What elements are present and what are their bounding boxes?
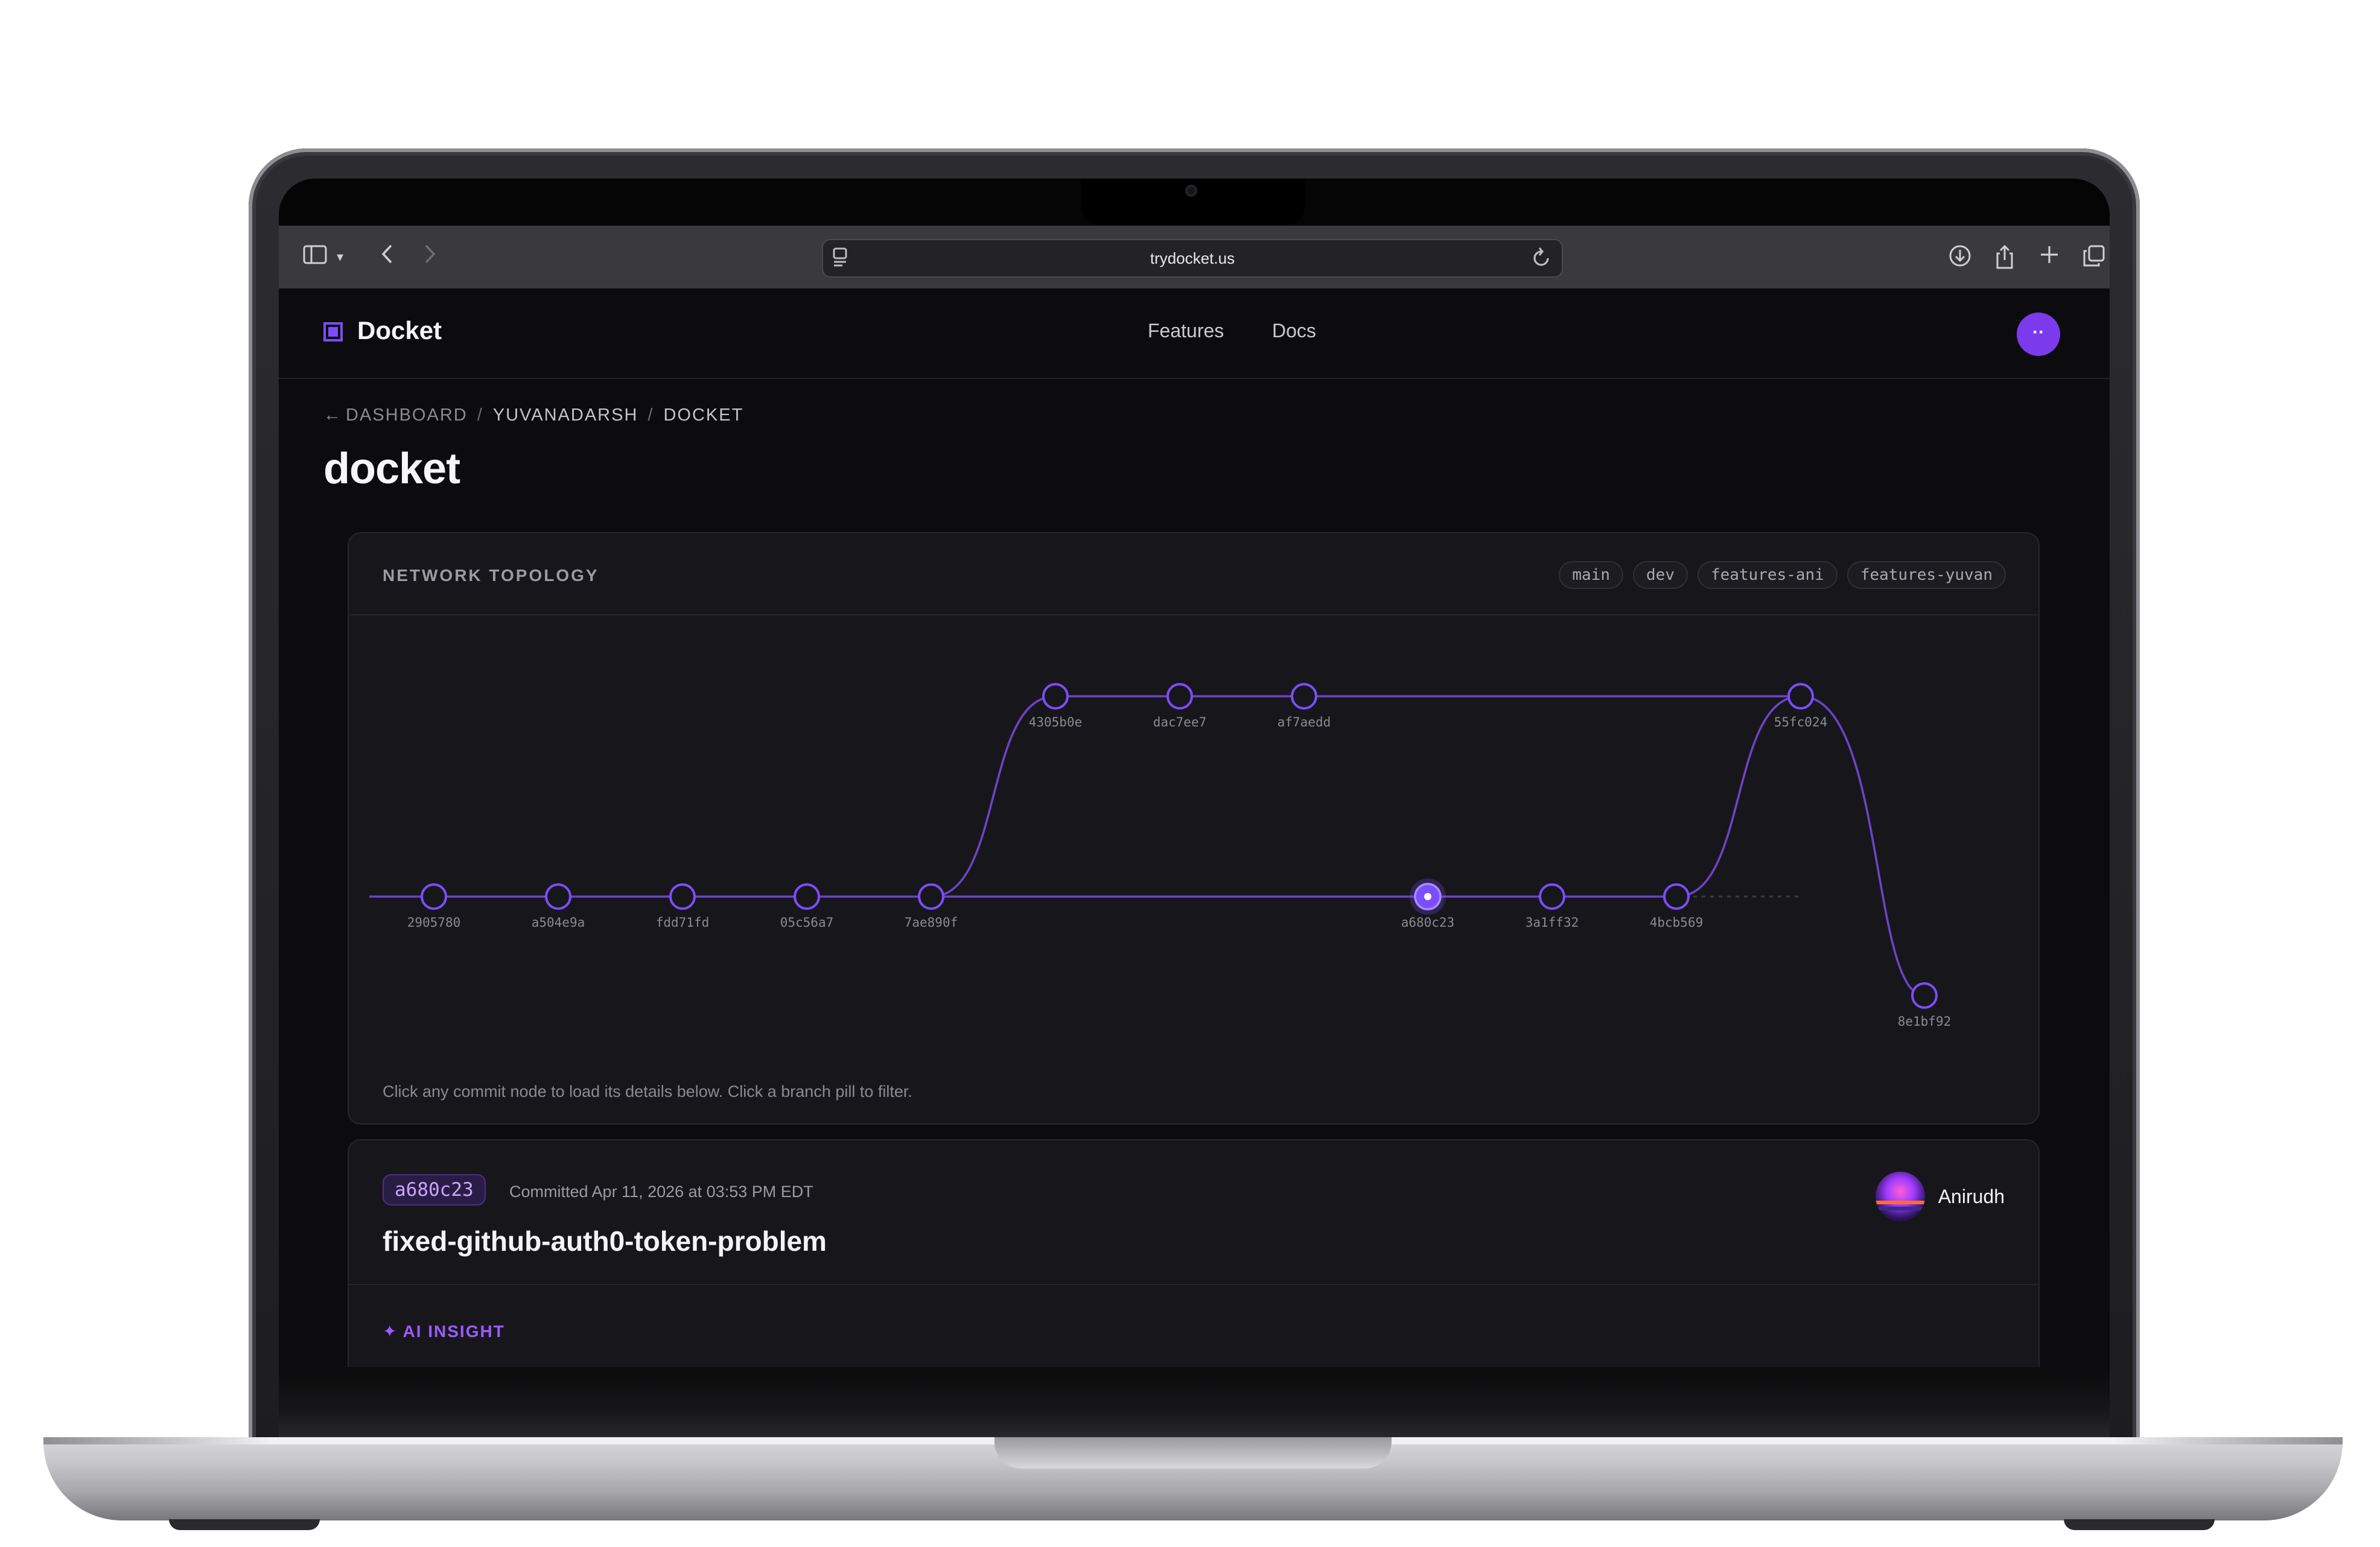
commit-node-circle[interactable] <box>1042 683 1069 710</box>
app-logo[interactable]: Docket <box>357 316 442 345</box>
commit-node[interactable]: 7ae890f <box>905 883 958 930</box>
merge-curve <box>1676 695 1801 898</box>
commit-node-circle[interactable] <box>794 883 820 910</box>
chevron-down-icon[interactable]: ▾ <box>337 249 344 264</box>
back-arrow-icon[interactable]: ← <box>323 405 342 425</box>
commit-node-circle[interactable] <box>1539 883 1565 910</box>
commit-node[interactable]: dac7ee7 <box>1153 683 1207 729</box>
breadcrumb-separator: / <box>648 405 654 425</box>
user-avatar-button[interactable]: ·· <box>2017 313 2060 356</box>
laptop-thumb-notch <box>994 1437 1392 1469</box>
commit-hash-label: 05c56a7 <box>780 915 834 930</box>
commit-hash-label: 4bcb569 <box>1650 915 1704 930</box>
breadcrumb-repo: DOCKET <box>663 405 744 425</box>
back-icon[interactable] <box>380 244 393 270</box>
branch-down-curve <box>1800 695 1925 997</box>
commit-node[interactable]: 3a1ff32 <box>1526 883 1579 930</box>
commit-hash-label: fdd71fd <box>656 915 710 930</box>
commit-hash-label: a680c23 <box>1401 915 1455 930</box>
plus-icon[interactable] <box>2038 244 2060 272</box>
page-title: docket <box>323 445 460 493</box>
page-icon <box>832 246 850 272</box>
sidebar-icon[interactable] <box>303 244 327 270</box>
nav-link-docs[interactable]: Docs <box>1272 320 1316 341</box>
topology-title: NETWORK TOPOLOGY <box>383 566 599 585</box>
sparkle-icon: ✦ <box>383 1322 398 1341</box>
branch-pill-features-ani[interactable]: features-ani <box>1698 561 1838 589</box>
commit-hash-badge[interactable]: a680c23 <box>383 1174 486 1206</box>
commit-node[interactable]: 4bcb569 <box>1650 883 1704 930</box>
share-icon[interactable] <box>1994 244 2016 276</box>
top-nav: Docket Features Docs ·· <box>279 288 2110 379</box>
breadcrumb-owner[interactable]: YUVANADARSH <box>492 405 638 425</box>
topology-header: NETWORK TOPOLOGY main dev features-ani f… <box>349 533 2038 615</box>
laptop-foot-left <box>169 1519 320 1530</box>
forward-icon[interactable] <box>424 244 437 270</box>
docket-logo-icon[interactable] <box>323 322 343 341</box>
commit-hash-label: a504e9a <box>532 915 585 930</box>
screen-bottom-bezel <box>279 1367 2110 1440</box>
download-icon[interactable] <box>1948 244 1972 274</box>
nav-link-features[interactable]: Features <box>1148 320 1224 341</box>
commit-node-circle[interactable] <box>1291 683 1317 710</box>
browser-toolbar: ▾ trydocket.us <box>279 226 2110 290</box>
laptop-foot-right <box>2064 1519 2215 1530</box>
network-topology-card: NETWORK TOPOLOGY main dev features-ani f… <box>348 532 2040 1125</box>
topology-hint: Click any commit node to load its detail… <box>383 1082 912 1101</box>
commit-graph: 2905780 a504e9a fdd71fd 05c56a7 7ae890f a680c… <box>369 683 1952 1029</box>
breadcrumb-separator: / <box>477 405 483 425</box>
commit-hash-label: 4305b0e <box>1029 715 1083 729</box>
commit-node-circle[interactable] <box>669 883 696 910</box>
commit-author[interactable]: Anirudh <box>1875 1172 2005 1221</box>
commit-node[interactable]: 55fc024 <box>1774 683 1828 729</box>
commit-node[interactable]: 05c56a7 <box>780 883 834 930</box>
breadcrumb-dashboard[interactable]: DASHBOARD <box>346 405 468 425</box>
commit-node-circle[interactable] <box>545 883 571 910</box>
breadcrumb: ← DASHBOARD / YUVANADARSH / DOCKET <box>323 405 743 425</box>
reload-icon[interactable] <box>1532 245 1552 274</box>
ai-insight-label: ✦ AI INSIGHT <box>383 1321 505 1341</box>
commit-hash-label: 7ae890f <box>905 915 958 930</box>
docket-app: Docket Features Docs ·· ← DASHBOARD / YUVAN… <box>279 288 2110 1367</box>
branch-pill-main[interactable]: main <box>1559 561 1624 589</box>
branch-out-curve <box>931 695 1056 898</box>
commit-hash-label: 3a1ff32 <box>1526 915 1579 930</box>
ai-insight-text: AI INSIGHT <box>402 1322 505 1341</box>
commit-node-circle[interactable] <box>1663 883 1690 910</box>
commit-node[interactable]: 2905780 <box>407 883 461 930</box>
commit-node[interactable]: a504e9a <box>532 883 585 930</box>
commit-node[interactable]: a680c23 <box>1401 878 1455 930</box>
commit-node[interactable]: 4305b0e <box>1029 683 1083 729</box>
screen: ▾ trydocket.us <box>279 226 2110 1367</box>
commit-message: fixed-github-auth0-token-problem <box>383 1225 827 1257</box>
tabs-icon[interactable] <box>2082 244 2106 274</box>
commit-node-circle[interactable] <box>918 883 944 910</box>
commit-hash-label: 2905780 <box>407 915 461 930</box>
commit-node-circle[interactable] <box>1787 683 1814 710</box>
commit-node-circle[interactable] <box>1911 982 1938 1009</box>
commit-node[interactable]: af7aedd <box>1278 683 1331 729</box>
commit-node-circle[interactable] <box>421 883 447 910</box>
commit-hash-label: 55fc024 <box>1774 715 1828 729</box>
commit-hash-label: af7aedd <box>1278 715 1331 729</box>
url-text: trydocket.us <box>1150 249 1235 267</box>
author-name: Anirudh <box>1938 1185 2005 1207</box>
commit-node-circle[interactable] <box>1166 683 1193 710</box>
commit-node[interactable]: fdd71fd <box>656 883 710 930</box>
commit-hash-label: 8e1bf92 <box>1898 1014 1952 1029</box>
branch-pill-dev[interactable]: dev <box>1633 561 1688 589</box>
commit-hash-label: dac7ee7 <box>1153 715 1207 729</box>
address-bar[interactable]: trydocket.us <box>822 239 1563 278</box>
author-avatar <box>1875 1172 1925 1221</box>
commit-node[interactable]: 8e1bf92 <box>1898 982 1952 1029</box>
branch-pill-features-yuvan[interactable]: features-yuvan <box>1847 561 2006 589</box>
divider <box>349 1284 2038 1285</box>
selected-node-dot <box>1424 893 1431 900</box>
camera-icon <box>1185 185 1197 197</box>
commit-timestamp: Committed Apr 11, 2026 at 03:53 PM EDT <box>509 1183 813 1201</box>
branch-filter-pills: main dev features-ani features-yuvan <box>1559 561 2006 589</box>
commit-detail-card: a680c23 Committed Apr 11, 2026 at 03:53 … <box>348 1139 2040 1367</box>
